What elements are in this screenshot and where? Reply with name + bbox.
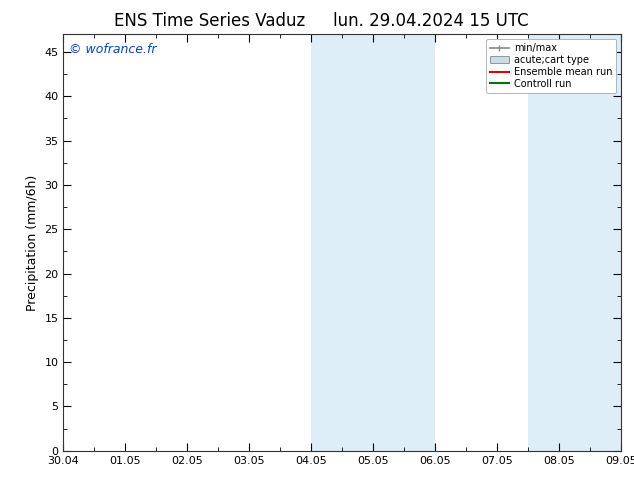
Y-axis label: Precipitation (mm/6h): Precipitation (mm/6h)	[26, 174, 39, 311]
Bar	[311, 34, 436, 451]
Text: ENS Time Series Vaduz: ENS Time Series Vaduz	[113, 12, 305, 30]
Bar	[528, 34, 621, 451]
Text: © wofrance.fr: © wofrance.fr	[69, 43, 157, 56]
Legend: min/max, acute;cart type, Ensemble mean run, Controll run: min/max, acute;cart type, Ensemble mean …	[486, 39, 616, 93]
Text: lun. 29.04.2024 15 UTC: lun. 29.04.2024 15 UTC	[333, 12, 529, 30]
